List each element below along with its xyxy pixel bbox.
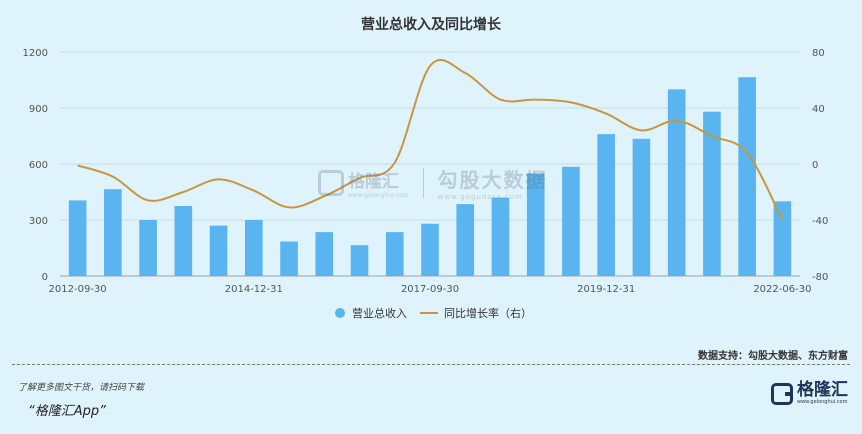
- bar: [280, 241, 298, 276]
- chart-area: 0 300 600 900 1200 -80 -40 0 40 80 2012-09-30 2014-…: [23, 48, 829, 320]
- bar: [104, 189, 122, 276]
- data-source: 数据支持：勾股大数据、东方财富: [698, 351, 848, 362]
- y-left-tick-label: 600: [29, 160, 48, 171]
- x-tick-label: 2022-06-30: [753, 284, 811, 295]
- bar: [174, 206, 193, 276]
- y-right-tick-label: 40: [812, 104, 825, 115]
- legend-bar-label: 营业总收入: [352, 306, 407, 320]
- bar: [667, 89, 686, 276]
- y-left-tick-label: 0: [42, 272, 48, 283]
- legend-bar-swatch: [335, 308, 345, 318]
- watermark-brand-url: www.gelonghui.com: [348, 191, 409, 199]
- footer-divider: [12, 364, 850, 365]
- legend-line-label: 同比增长率（右）: [444, 306, 532, 320]
- watermark-logo-icon: [318, 169, 344, 196]
- bar: [562, 166, 580, 276]
- watermark-name: 勾股大数据: [437, 168, 548, 192]
- logo-icon: [771, 382, 793, 405]
- x-tick-label: 2019-12-31: [577, 284, 635, 295]
- x-tick-label: 2014-12-31: [225, 284, 283, 295]
- watermark-brand: 格隆汇: [348, 171, 399, 192]
- bar: [526, 173, 545, 276]
- watermark: 格隆汇 www.gelonghui.com 勾股大数据 www.gogudata…: [318, 164, 548, 201]
- bar: [139, 220, 157, 276]
- y-right-tick-label: 0: [812, 160, 818, 171]
- bar: [209, 225, 228, 276]
- bar: [350, 245, 369, 276]
- bar: [315, 232, 334, 276]
- bar: [738, 77, 756, 276]
- logo-url: www.gelonghui.com: [797, 399, 848, 405]
- bar: [703, 111, 721, 276]
- y-right-tick-label: -80: [812, 272, 828, 283]
- growth-line: [77, 59, 784, 221]
- watermark-url: www.gogudata.com: [437, 193, 523, 201]
- y-right-tick-label: 80: [812, 48, 825, 59]
- x-tick-label: 2012-09-30: [49, 284, 107, 295]
- y-left-tick-label: 300: [29, 216, 48, 227]
- y-left-tick-label: 900: [29, 104, 48, 115]
- chart-title: 营业总收入及同比增长: [361, 17, 501, 33]
- promo-text: 了解更多图文干货，请扫码下载: [18, 383, 145, 393]
- x-tick-label: 2017-09-30: [401, 284, 459, 295]
- bar: [632, 138, 651, 276]
- bar: [597, 134, 615, 276]
- y-left-tick-label: 1200: [23, 48, 48, 59]
- bar: [773, 201, 792, 276]
- logo-text: 格隆汇: [797, 380, 848, 400]
- app-name: “格隆汇App”: [28, 404, 106, 419]
- bar: [456, 204, 475, 276]
- brand-logo[interactable]: 格隆汇 www.gelonghui.com: [771, 382, 848, 405]
- bar: [491, 197, 510, 276]
- bar: [68, 200, 87, 276]
- y-right-tick-label: -40: [812, 216, 828, 227]
- bar: [385, 232, 404, 276]
- bar: [421, 223, 439, 276]
- watermark-divider: [422, 167, 424, 198]
- bar: [245, 220, 263, 276]
